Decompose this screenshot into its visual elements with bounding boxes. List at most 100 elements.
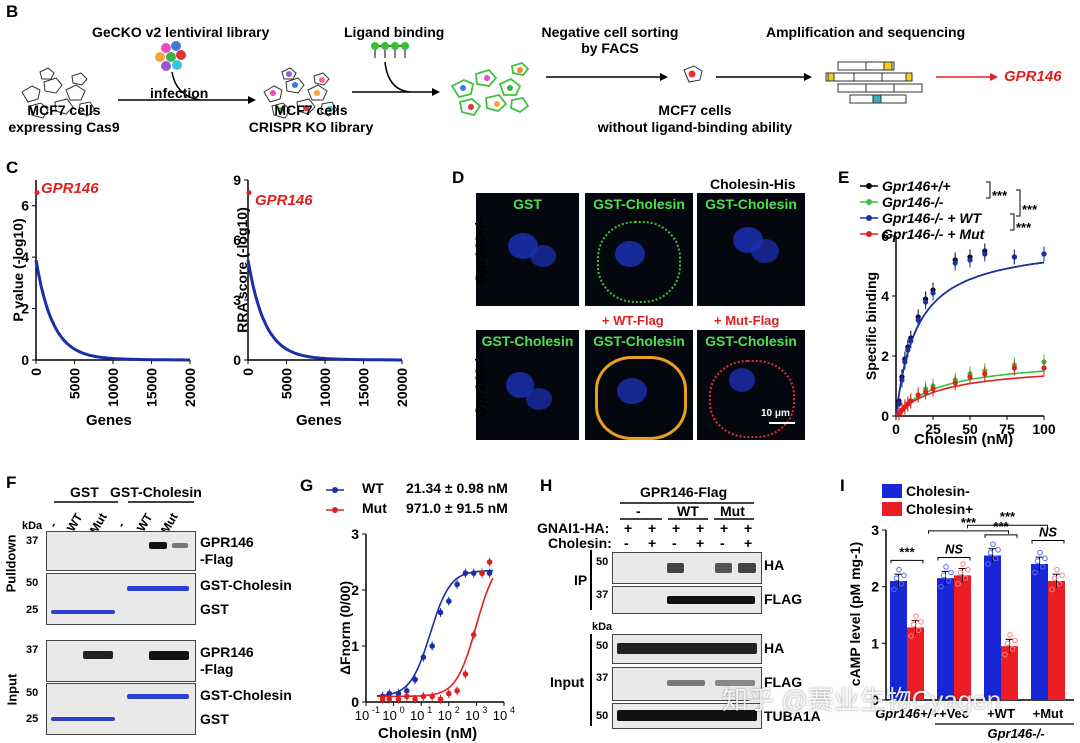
panel-label-f: F [6,473,17,492]
i-dot [1037,549,1043,556]
e-point [967,374,973,380]
h-band-flag-2: FLAG [764,674,803,690]
h-sign-row2-4: - [720,535,725,551]
e-point [952,260,958,266]
d-mut-flag: + Mut-Flag [714,313,780,328]
g-point [486,559,493,565]
f-mk-25b: 25 [26,713,39,725]
i-dot [948,569,954,576]
h-blot-tuba1a [612,703,762,729]
g-point [446,690,452,697]
step-library: GeCKO v2 lentiviral library [92,24,270,40]
panel-label-i: I [840,476,845,495]
cell-cluster-bound [450,61,530,117]
c0-xtick-label: 0 [28,368,44,376]
g-point [379,696,386,702]
c1-ytick-label: 9 [233,172,241,188]
e-point [902,359,908,365]
i-dot [1051,575,1058,581]
g-point [437,696,444,702]
h-input: Input [550,674,585,690]
i-bar [984,555,1001,700]
g-xtick-exp: 3 [482,705,487,715]
panel-label-h: H [540,476,553,495]
e-xtick-label: 75 [999,421,1015,437]
panel-label-e: E [838,168,850,187]
e-legend-marker-1 [866,199,872,205]
c-left-xlabel: Genes [86,412,132,429]
micro-ko-mut: GST-Cholesin 10 μm [697,330,805,440]
h-row2-label: Cholesin: [548,535,612,551]
f-band-gpr146-b: GPR146 -Flag [200,644,254,677]
g-point [462,671,469,677]
cell-cluster-cas9 [21,67,96,119]
d-scale-bar: 10 μm [761,408,790,419]
f-group-gst: GST [70,484,99,500]
g-ytick-label: 1 [351,638,359,654]
e-sig-bracket-2 [1016,189,1021,217]
g-xtick-exp: 2 [455,705,460,715]
i-sig-bracket [984,534,1018,538]
i-ytick-label: 3 [871,522,879,538]
g-xtick-label: 10 [382,708,396,723]
micro-ko-cholesin: GST-Cholesin [476,330,579,440]
panel-label-g: G [300,476,314,495]
c1-rank-curve [246,259,402,362]
g-point [446,598,452,604]
micro-wt-gst: GST [476,193,579,306]
i-dot [891,586,897,593]
e-point [1041,365,1047,371]
panel-label-b: B [6,2,19,21]
e-point [915,392,921,398]
g-xtick-label: 10 [438,708,452,723]
i-sig-bracket [928,530,1009,534]
h-blot-input-flag [612,667,762,701]
c0-rank-curve [34,259,190,362]
g-point [403,693,410,700]
f-mk-50b: 50 [26,687,39,699]
i-sig-bracket [890,559,924,564]
i-dot [896,566,902,573]
e-sig-2: *** [1022,202,1038,217]
f-band-gpr146-a: GPR146 -Flag [200,534,254,567]
f-band-gst-a: GST [200,601,229,617]
e-point [982,371,988,377]
g-point [403,688,410,694]
cells-cas9-caption: MCF7 cells expressing Cas9 [8,102,120,135]
i-dot [893,575,900,581]
watermark: 知乎 @赛业生物Cyagen [722,685,1002,715]
g-point [420,693,427,700]
g-point [454,688,460,694]
i-sig-bracket [967,524,1048,529]
h-band-ha-1: HA [764,557,785,573]
i-dot [960,561,966,567]
e-point [1011,254,1017,260]
c1-ytick-label: 3 [233,292,241,308]
f-group-lines [54,501,194,503]
f-blot-3 [46,640,196,682]
cells-ko-caption: MCF7 cells CRISPR KO library [248,102,374,135]
i-bar [937,578,954,700]
cell-nuclei-bound [460,67,523,110]
i-dot [1054,566,1060,573]
i-dot [987,549,994,556]
i-dot [913,613,919,619]
c1-xtick-label: 0 [240,368,256,376]
d-geno-ko: Gpr146-/- [472,355,488,417]
g-point [462,570,469,576]
i-legend-label-0: Cholesin- [906,483,970,499]
f-group-gst-cholesin: GST-Cholesin [110,484,202,500]
i-ytick-label: 0 [871,692,879,708]
panel-label-c: C [6,158,19,177]
e-xlabel: Cholesin (nM) [914,431,1014,448]
e-point [930,290,936,296]
h-row1-label: GNAI1-HA: [537,520,610,536]
i-bar [907,627,924,700]
h-mk-1: 50 [596,556,609,568]
h-mk-5: 50 [596,710,609,722]
e-point [1011,365,1017,371]
i-dot [955,581,961,587]
virus-library-icon [155,41,186,71]
h-ip: IP [574,572,588,588]
